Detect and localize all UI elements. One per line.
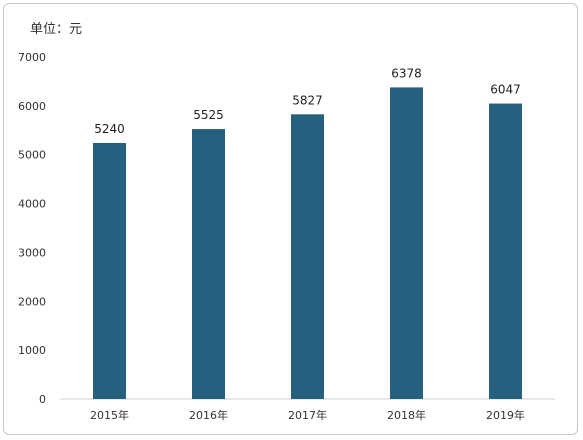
bar-2015年 — [93, 142, 126, 399]
bars — [93, 87, 522, 400]
bar-2019年 — [489, 103, 522, 400]
y-tick-label: 1000 — [18, 344, 46, 357]
data-label: 5240 — [94, 122, 125, 136]
data-label: 5525 — [193, 108, 224, 122]
data-label: 5827 — [292, 93, 323, 107]
y-tick-label: 2000 — [18, 295, 46, 308]
x-tick-label: 2015年 — [90, 408, 129, 422]
x-tick-label: 2016年 — [189, 408, 228, 422]
y-tick-label: 7000 — [18, 51, 46, 64]
y-tick-label: 0 — [39, 393, 46, 406]
x-axis-labels: 2015年 2016年 2017年 2018年 2019年 — [90, 408, 525, 422]
y-tick-label: 3000 — [18, 246, 46, 259]
x-tick-label: 2017年 — [288, 408, 327, 422]
x-tick-label: 2019年 — [486, 408, 525, 422]
data-label: 6047 — [490, 83, 521, 97]
bar-2018年 — [390, 87, 423, 399]
unit-label: 单位：元 — [30, 22, 83, 37]
y-tick-label: 6000 — [18, 100, 46, 113]
data-labels: 5240 5525 5827 6378 6047 — [94, 66, 521, 136]
bar-2017年 — [291, 114, 324, 400]
x-tick-label: 2018年 — [387, 408, 426, 422]
y-tick-label: 4000 — [18, 198, 46, 211]
y-tick-label: 5000 — [18, 149, 46, 162]
data-label: 6378 — [391, 66, 422, 80]
bar-2016年 — [192, 129, 225, 400]
y-axis-ticks: 0 1000 2000 3000 4000 5000 6000 7000 — [18, 51, 46, 406]
